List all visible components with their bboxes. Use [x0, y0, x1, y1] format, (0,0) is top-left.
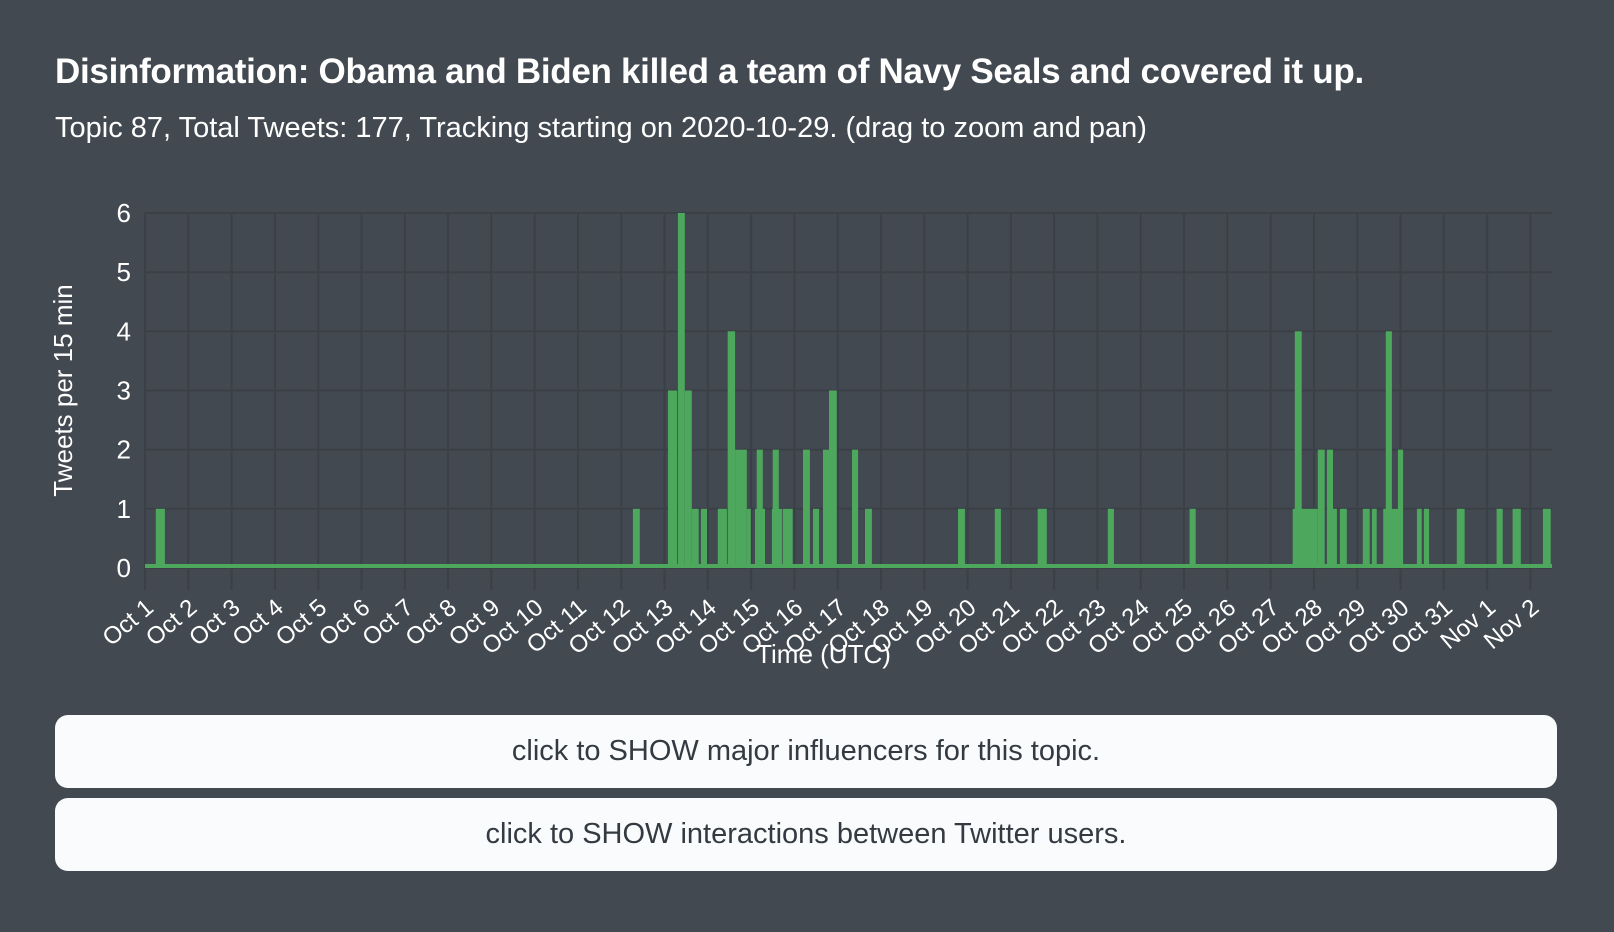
tweet-volume-bar: [1512, 508, 1521, 568]
page-title: Disinformation: Obama and Biden killed a…: [55, 52, 1364, 91]
tweet-volume-bar: [1371, 508, 1377, 568]
series-bars: [155, 213, 1551, 568]
tweet-volume-bar: [756, 449, 763, 568]
tweet-volume-bar: [1294, 331, 1302, 568]
show-interactions-label: click to SHOW interactions between Twitt…: [485, 818, 1127, 850]
tweet-volume-bar: [155, 508, 165, 568]
tweet-volume-bar: [1385, 331, 1392, 568]
tweet-volume-bar: [1496, 508, 1503, 568]
tweet-volume-bar: [852, 449, 859, 568]
tweet-volume-bar: [782, 508, 793, 568]
tweet-volume-bar: [1037, 508, 1047, 568]
tweet-volume-bar: [1332, 508, 1337, 568]
tweet-volume-bar: [772, 449, 779, 568]
show-interactions-button[interactable]: click to SHOW interactions between Twitt…: [55, 798, 1557, 871]
tweet-volume-bar: [813, 508, 820, 568]
tweet-volume-bar: [1423, 508, 1430, 568]
page-subtitle: Topic 87, Total Tweets: 177, Tracking st…: [55, 112, 1147, 144]
tweet-volume-bar: [746, 508, 751, 568]
tweet-volume-bar: [1456, 508, 1465, 568]
y-tick-label: 5: [117, 257, 131, 287]
tweet-volume-bar: [803, 449, 810, 568]
show-influencers-label: click to SHOW major influencers for this…: [511, 735, 1101, 767]
x-axis-title: Time (UTC): [756, 639, 891, 669]
show-influencers-button[interactable]: click to SHOW major influencers for this…: [55, 715, 1557, 788]
tweet-volume-bar: [684, 390, 692, 568]
tweet-volume-bar: [677, 213, 685, 568]
tweet-volume-bar: [632, 508, 640, 568]
tweet-volume-bar: [717, 508, 727, 568]
y-tick-label: 1: [117, 494, 131, 524]
tweet-volume-bar: [1339, 508, 1347, 568]
tweet-volume-bar: [1107, 508, 1114, 568]
tweet-volume-bar: [829, 390, 837, 568]
y-tick-label: 3: [117, 376, 131, 406]
tweet-volume-bar: [691, 508, 699, 568]
tweet-volume-bar: [1542, 508, 1551, 568]
tweet-volume-bar: [700, 508, 707, 568]
tweet-volume-bar: [727, 331, 736, 568]
y-tick-label: 0: [117, 553, 131, 583]
tweet-volume-bar: [1416, 508, 1422, 568]
tweet-volume-bar: [735, 449, 747, 568]
tweet-volume-bar: [958, 508, 965, 568]
tweet-volume-bar: [1317, 449, 1325, 568]
y-tick-label: 6: [117, 198, 131, 228]
tweet-volume-bar: [1326, 449, 1333, 568]
y-axis-title: Tweets per 15 min: [48, 284, 78, 496]
y-tick-label: 4: [117, 316, 131, 346]
tweet-volume-bar: [994, 508, 1001, 568]
tweet-volume-bar: [823, 449, 830, 568]
tweet-volume-bar: [668, 390, 678, 568]
tweet-volume-bar: [1189, 508, 1196, 568]
tweet-volume-bar: [1397, 449, 1404, 568]
tweet-volume-bar: [1362, 508, 1370, 568]
tweet-volume-bar: [865, 508, 872, 568]
y-tick-label: 2: [117, 435, 131, 465]
